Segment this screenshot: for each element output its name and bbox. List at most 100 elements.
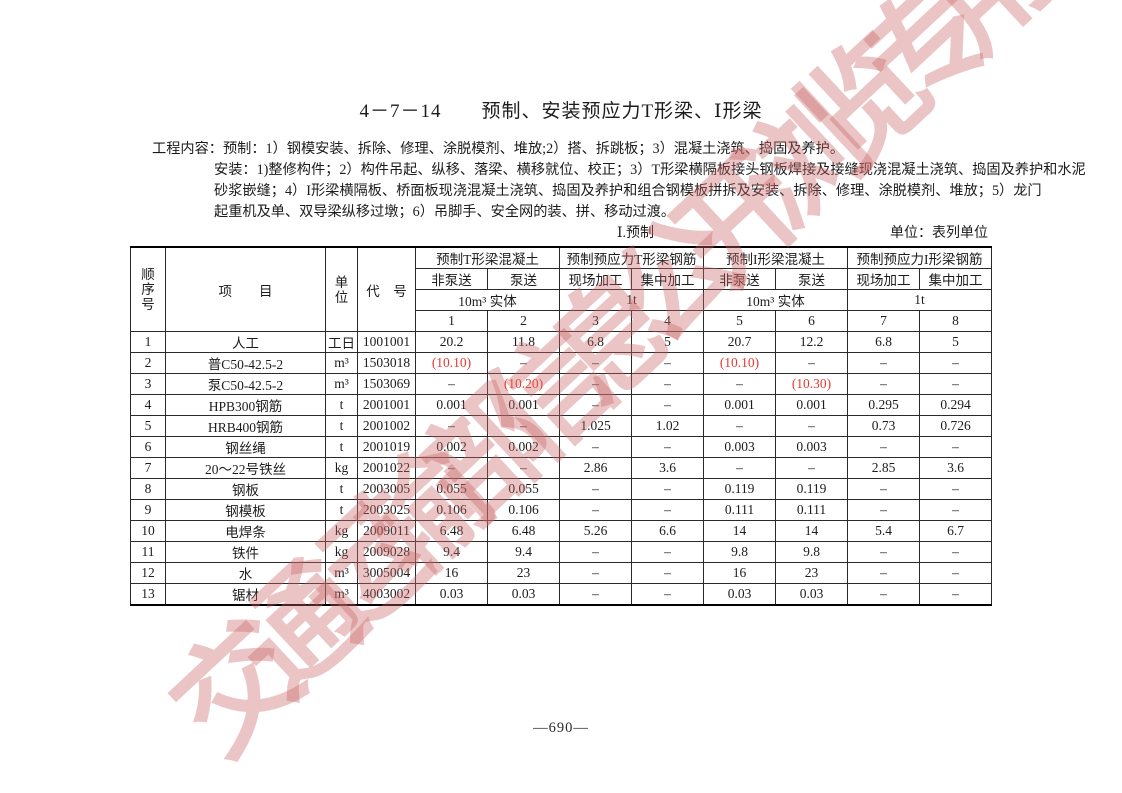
cell-value: – bbox=[559, 499, 632, 521]
cell-value: – bbox=[847, 562, 920, 584]
cell-value: – bbox=[631, 541, 704, 563]
cell-value: (10.10) bbox=[415, 352, 488, 374]
sub-header: 集中加工 bbox=[631, 268, 704, 290]
cell-value: – bbox=[559, 541, 632, 563]
cell-code: 3005004 bbox=[357, 562, 416, 584]
cell-value: (10.30) bbox=[775, 373, 848, 395]
cell-value: 14 bbox=[703, 520, 776, 542]
cell-seq: 12 bbox=[130, 562, 166, 584]
cell-value: (10.20) bbox=[487, 373, 560, 395]
cell-value: 9.4 bbox=[487, 541, 560, 563]
cell-value: – bbox=[847, 499, 920, 521]
work-content-line-4: 起重机及单、双导梁纵移过墩；6）吊脚手、安全网的装、拼、移动过渡。 bbox=[214, 204, 676, 220]
cell-value: 6.6 bbox=[631, 520, 704, 542]
cell-seq: 9 bbox=[130, 499, 166, 521]
cell-seq: 3 bbox=[130, 373, 166, 395]
cell-code: 2001001 bbox=[357, 394, 416, 416]
cell-value: 0.003 bbox=[775, 436, 848, 458]
cell-value: 20.7 bbox=[703, 331, 776, 353]
cell-value: 5.26 bbox=[559, 520, 632, 542]
cell-value: – bbox=[847, 478, 920, 500]
cell-code: 2001019 bbox=[357, 436, 416, 458]
cell-value: 0.03 bbox=[487, 583, 560, 606]
cell-item: 20～22号铁丝 bbox=[165, 457, 326, 479]
table-row: 10 电焊条 kg 2009011 6.48 6.48 5.26 6.6 14 14 5.4 6.7 bbox=[130, 520, 992, 542]
cell-item: 钢板 bbox=[165, 478, 326, 500]
cell-value: 0.001 bbox=[775, 394, 848, 416]
column-number: 8 bbox=[919, 310, 992, 332]
group-unit-header: 10m³ 实体 bbox=[703, 289, 848, 311]
cell-value: – bbox=[703, 415, 776, 437]
col-header-item: 项 目 bbox=[165, 246, 326, 332]
cell-seq: 10 bbox=[130, 520, 166, 542]
table-row: 13 锯材 m³ 4003002 0.03 0.03– –0.03 0.03– – bbox=[130, 583, 992, 606]
page-number: —690— bbox=[533, 720, 589, 736]
table-row: 7 20～22号铁丝 kg 2001022– –2.86 3.6– –2.85 3.6 bbox=[130, 457, 992, 479]
table-row: 8 钢板 t 2003005 0.055 0.055– –0.119 0.119– – bbox=[130, 478, 992, 500]
cell-unit: t bbox=[325, 415, 358, 437]
section-label: Ⅰ.预制 bbox=[617, 226, 655, 241]
sub-header: 泵送 bbox=[775, 268, 848, 290]
cell-seq: 1 bbox=[130, 331, 166, 353]
cell-value: – bbox=[559, 352, 632, 374]
work-content-line-3: 砂浆嵌缝；4）I形梁横隔板、桥面板现浇混凝土浇筑、捣固及养护和组合钢模板拼拆及安… bbox=[214, 183, 1042, 199]
cell-code: 2009028 bbox=[357, 541, 416, 563]
cell-unit: kg bbox=[325, 457, 358, 479]
cell-value: 3.6 bbox=[631, 457, 704, 479]
page-title: 4－7－14 预制、安装预应力T形梁、Ⅰ形梁 bbox=[359, 101, 763, 122]
cell-value: – bbox=[559, 478, 632, 500]
column-number: 3 bbox=[559, 310, 632, 332]
table-row: 3 泵C50-42.5-2 m³ 1503069– (10.20) – – – (10.30) –… bbox=[130, 373, 992, 395]
cell-value: 23 bbox=[487, 562, 560, 584]
cell-code: 2009011 bbox=[357, 520, 416, 542]
cell-value: – bbox=[631, 373, 704, 395]
cell-unit: t bbox=[325, 436, 358, 458]
cell-code: 2001002 bbox=[357, 415, 416, 437]
cell-code: 2001022 bbox=[357, 457, 416, 479]
cell-value: – bbox=[703, 457, 776, 479]
cell-value: – bbox=[919, 541, 992, 563]
table-row: 9 钢模板 t 2003025 0.106 0.106– –0.111 0.111– – bbox=[130, 499, 992, 521]
cell-value: 0.111 bbox=[703, 499, 776, 521]
cell-value: 0.055 bbox=[415, 478, 488, 500]
cell-value: – bbox=[559, 394, 632, 416]
cell-value: – bbox=[415, 373, 488, 395]
cell-seq: 11 bbox=[130, 541, 166, 563]
cell-unit: t bbox=[325, 478, 358, 500]
cell-value: – bbox=[631, 352, 704, 374]
cell-code: 2003005 bbox=[357, 478, 416, 500]
header-row-subs: 非泵送 泵送 现场加工 集中加工 非泵送 泵送 现场加工 集中加工 bbox=[131, 268, 992, 290]
cell-value: – bbox=[631, 436, 704, 458]
cell-value: 0.03 bbox=[703, 583, 776, 606]
quota-table: 顺 序 号 项 目 单 位 代 号 预制T形梁混凝土 预制预应力T形梁钢筋 预制I形… bbox=[130, 246, 992, 606]
cell-value: – bbox=[487, 457, 560, 479]
table-row: 6 钢丝绳 t 2001019 0.002 0.002– –0.003 0.003– – bbox=[130, 436, 992, 458]
cell-value: 0.106 bbox=[415, 499, 488, 521]
cell-value: 9.8 bbox=[775, 541, 848, 563]
column-number: 1 bbox=[415, 310, 488, 332]
cell-seq: 6 bbox=[130, 436, 166, 458]
cell-value: – bbox=[631, 499, 704, 521]
cell-item: HRB400钢筋 bbox=[165, 415, 326, 437]
cell-value: – bbox=[415, 415, 488, 437]
sub-header: 非泵送 bbox=[415, 268, 488, 290]
sub-header: 现场加工 bbox=[847, 268, 920, 290]
cell-unit: t bbox=[325, 394, 358, 416]
cell-value: 5 bbox=[919, 331, 992, 353]
cell-item: 锯材 bbox=[165, 583, 326, 606]
cell-value: 0.03 bbox=[415, 583, 488, 606]
cell-value: 0.119 bbox=[703, 478, 776, 500]
table-row: 5 HRB400钢筋 t 2001002– –1.025 1.02– –0.73 0.726 bbox=[130, 415, 992, 437]
work-content-block: 工程内容：预制：1）钢模安装、拆除、修理、涂脱模剂、堆放;2）搭、拆跳板；3）混… bbox=[152, 139, 1086, 223]
cell-value: – bbox=[775, 352, 848, 374]
sub-header: 非泵送 bbox=[703, 268, 776, 290]
cell-value: 5.4 bbox=[847, 520, 920, 542]
cell-value: 5 bbox=[631, 331, 704, 353]
group-unit-header: 1t bbox=[847, 289, 992, 311]
group-header: 预制T形梁混凝土 bbox=[415, 246, 560, 269]
group-header: 预制I形梁混凝土 bbox=[703, 246, 848, 269]
cell-code: 1503069 bbox=[357, 373, 416, 395]
table-row: 2 普C50-42.5-2 m³ 1503018 (10.10) – – – (10.10) – –… bbox=[130, 352, 992, 374]
cell-value: – bbox=[847, 352, 920, 374]
cell-value: 6.7 bbox=[919, 520, 992, 542]
